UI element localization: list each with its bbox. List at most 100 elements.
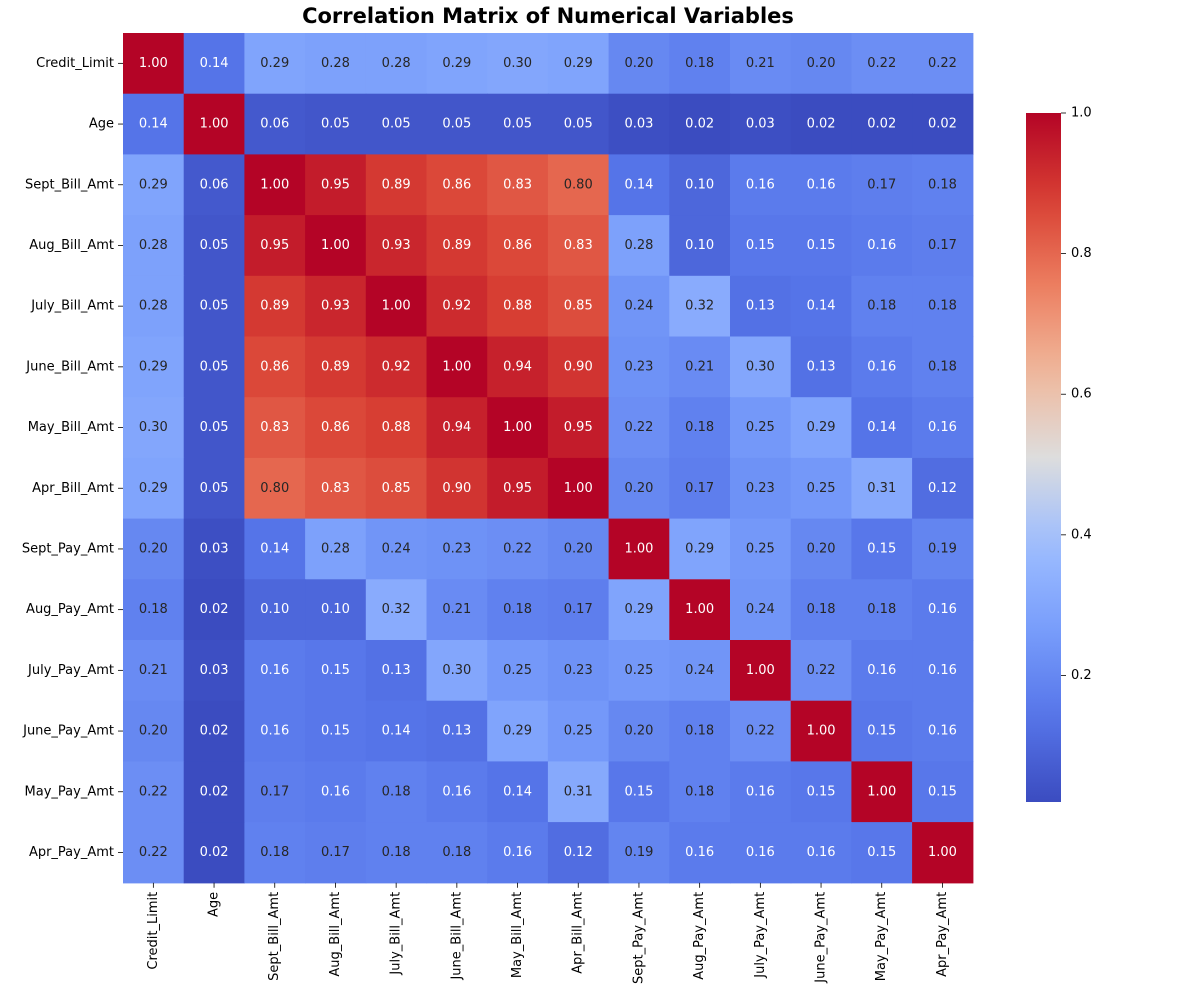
heatmap-cell: [487, 336, 549, 398]
y-axis-tick-label: Age: [89, 117, 114, 132]
heatmap-cell: [608, 640, 670, 702]
chart-title: Correlation Matrix of Numerical Variable…: [302, 4, 794, 28]
heatmap-cell-value: 0.25: [807, 481, 836, 496]
heatmap-cell: [305, 397, 367, 459]
heatmap-cell: [426, 761, 488, 823]
heatmap-cell: [487, 761, 549, 823]
heatmap-cell: [487, 93, 549, 155]
heatmap-cell-value: 0.13: [807, 359, 836, 374]
heatmap-cell-value: 0.16: [867, 359, 896, 374]
heatmap-cell-value: 0.22: [928, 56, 957, 71]
x-axis-tick-label: Apr_Pay_Amt: [935, 892, 950, 977]
heatmap-cell-value: 1.00: [928, 845, 957, 860]
x-axis-tick-label: Sept_Pay_Amt: [631, 892, 646, 984]
heatmap-cell-value: 1.00: [321, 238, 350, 253]
heatmap-cell: [183, 336, 245, 398]
heatmap-cell: [426, 154, 488, 216]
heatmap-cell-value: 0.29: [139, 177, 168, 192]
heatmap-cell-value: 1.00: [867, 784, 896, 799]
heatmap-cell-value: 0.20: [139, 541, 168, 556]
y-axis-tick-label: June_Pay_Amt: [22, 724, 114, 739]
y-axis-tick-label: Apr_Bill_Amt: [32, 481, 114, 496]
heatmap-cell: [730, 700, 792, 762]
heatmap-cell-value: 0.16: [746, 845, 775, 860]
heatmap-cell-value: 0.14: [382, 724, 411, 739]
heatmap-cell: [123, 518, 185, 580]
y-axis-tick-label: July_Pay_Amt: [27, 663, 114, 678]
heatmap-cell: [365, 397, 428, 459]
heatmap-cell-value: 0.16: [746, 784, 775, 799]
heatmap-cell: [669, 154, 731, 216]
heatmap-cell: [123, 33, 185, 95]
heatmap-cell-value: 0.95: [564, 420, 593, 435]
heatmap-cell: [305, 579, 367, 641]
heatmap-cell: [790, 215, 852, 277]
heatmap-cell: [790, 33, 852, 95]
heatmap-cell-value: 0.15: [807, 784, 836, 799]
heatmap-cell-value: 0.89: [321, 359, 350, 374]
heatmap-cell: [426, 336, 488, 398]
colorbar-tick-label: 1.0: [1071, 106, 1092, 121]
heatmap-cell: [365, 518, 428, 580]
heatmap-cell: [305, 640, 367, 702]
heatmap-cell-value: 0.10: [685, 177, 714, 192]
heatmap-cell-value: 0.16: [442, 784, 471, 799]
heatmap-cell-value: 0.24: [685, 663, 714, 678]
heatmap-cell: [123, 579, 185, 641]
y-axis-tick-labels: Credit_Limit Age Sept_Bill_Amt Aug_Bill_Amt…: [22, 56, 123, 860]
heatmap-cell-value: 0.23: [746, 481, 775, 496]
heatmap-cell: [183, 761, 245, 823]
heatmap-cell-value: 0.25: [564, 724, 593, 739]
heatmap-cell: [183, 275, 245, 338]
heatmap-cell-value: 1.00: [564, 481, 593, 496]
heatmap-cell-value: 0.83: [564, 238, 593, 253]
heatmap-cell: [244, 518, 306, 580]
heatmap-cell-value: 0.16: [807, 177, 836, 192]
heatmap-cell-value: 0.15: [807, 238, 836, 253]
heatmap-cell-value: 0.83: [260, 420, 289, 435]
heatmap-cell: [608, 518, 670, 580]
heatmap-cell: [912, 215, 974, 277]
heatmap-cell-value: 0.20: [139, 724, 168, 739]
heatmap-cell-value: 0.02: [867, 117, 896, 132]
heatmap-cell-value: 0.20: [807, 541, 836, 556]
heatmap-cell-value: 0.94: [503, 359, 532, 374]
heatmap-cell: [608, 215, 670, 277]
x-axis-tick-label: June_Bill_Amt: [449, 892, 464, 981]
heatmap-cell-value: 0.24: [382, 541, 411, 556]
heatmap-cell: [790, 457, 852, 520]
heatmap-cell-value: 0.20: [624, 56, 653, 71]
heatmap-cell-value: 0.31: [564, 784, 593, 799]
heatmap-cell: [547, 457, 610, 520]
heatmap-cell-value: 0.95: [260, 238, 289, 253]
heatmap-cell-value: 0.15: [321, 724, 350, 739]
y-axis-tick-label: Aug_Pay_Amt: [26, 602, 114, 617]
heatmap-cell: [244, 397, 306, 459]
heatmap-cell-value: 0.93: [321, 299, 350, 314]
heatmap-cell: [305, 457, 367, 520]
heatmap-cell-value: 0.05: [200, 359, 229, 374]
heatmap-cell-value: 0.19: [928, 541, 957, 556]
heatmap-cell: [912, 397, 974, 459]
heatmap-cell-value: 0.16: [867, 238, 896, 253]
heatmap-cell-value: 0.16: [807, 845, 836, 860]
heatmap-cell-value: 1.00: [139, 56, 168, 71]
heatmap-cell: [183, 457, 245, 520]
heatmap-cell-value: 0.80: [564, 177, 593, 192]
heatmap-cell-value: 0.30: [139, 420, 168, 435]
heatmap-cell: [669, 822, 731, 884]
heatmap-cell-value: 0.14: [200, 56, 229, 71]
heatmap-cell-value: 0.28: [382, 56, 411, 71]
heatmap-cell: [790, 700, 852, 762]
heatmap-cell-value: 0.83: [321, 481, 350, 496]
heatmap-cell: [123, 700, 185, 762]
heatmap-cell: [365, 640, 428, 702]
heatmap-cell-value: 0.02: [200, 602, 229, 617]
x-axis-tick-label: June_Pay_Amt: [814, 892, 829, 984]
heatmap-cell-value: 0.02: [685, 117, 714, 132]
heatmap-cell: [669, 336, 731, 398]
heatmap-cell-value: 0.89: [260, 299, 289, 314]
y-axis-tick-label: Apr_Pay_Amt: [29, 845, 114, 860]
heatmap-cell-value: 0.14: [139, 117, 168, 132]
heatmap-cell-value: 0.16: [260, 724, 289, 739]
